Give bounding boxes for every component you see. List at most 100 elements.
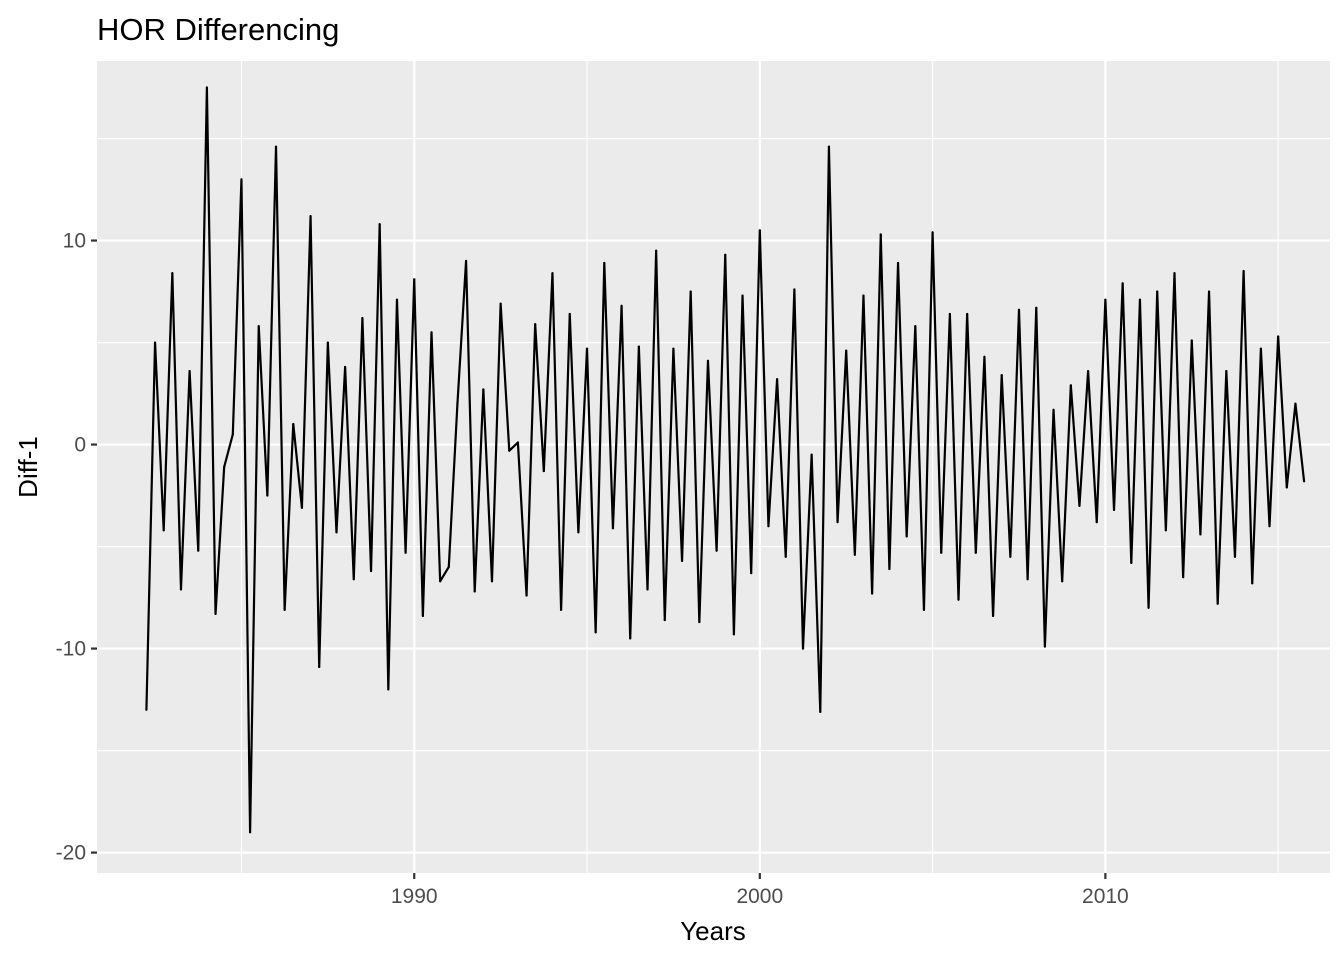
data-point: [871, 592, 874, 595]
data-point: [223, 465, 226, 469]
x-tick-label: 2010: [1082, 885, 1129, 908]
data-point: [724, 253, 727, 256]
data-point: [914, 325, 917, 328]
data-point: [534, 323, 537, 326]
y-axis: -20 -10 0 10: [56, 230, 97, 865]
data-point: [1147, 606, 1150, 609]
data-point: [1061, 580, 1064, 583]
data-point: [560, 608, 563, 611]
data-point: [508, 449, 511, 452]
data-point: [274, 145, 278, 148]
data-point: [1216, 602, 1219, 605]
data-point: [948, 312, 951, 316]
data-point: [1199, 533, 1202, 536]
data-point: [1017, 308, 1021, 311]
data-point: [1052, 408, 1055, 411]
data-point: [672, 347, 675, 350]
data-point: [318, 665, 321, 669]
data-point: [940, 551, 943, 554]
y-tick-label: -10: [56, 638, 86, 661]
data-point: [646, 588, 649, 591]
data-point: [413, 278, 416, 281]
data-point: [698, 620, 701, 624]
data-point: [1000, 374, 1003, 377]
data-point: [1138, 298, 1142, 301]
data-point: [326, 341, 329, 344]
data-point: [162, 529, 165, 532]
data-point: [966, 312, 969, 316]
data-point: [171, 272, 174, 275]
data-point: [637, 345, 640, 348]
data-point: [827, 145, 831, 148]
data-point: [378, 223, 381, 226]
data-point: [1009, 555, 1012, 558]
data-point: [499, 302, 502, 305]
data-point: [1130, 561, 1133, 564]
data-point: [430, 331, 433, 334]
data-point: [188, 370, 191, 373]
data-point: [395, 298, 399, 301]
data-point: [1225, 370, 1228, 373]
data-point: [197, 549, 200, 552]
data-point: [257, 325, 260, 328]
data-point: [663, 618, 666, 622]
data-point: [352, 578, 355, 581]
data-point: [896, 261, 900, 265]
data-point: [205, 86, 208, 89]
data-point: [594, 631, 597, 634]
data-point: [793, 288, 796, 291]
data-point: [361, 316, 364, 320]
data-point: [732, 633, 735, 636]
data-point: [1121, 282, 1124, 285]
data-point: [490, 580, 494, 583]
data-point: [1035, 306, 1038, 309]
series-points: [145, 86, 1306, 834]
data-point: [1190, 339, 1193, 342]
data-point: [758, 229, 761, 232]
data-point: [845, 349, 848, 352]
data-point: [439, 580, 442, 583]
data-point: [344, 365, 347, 369]
data-point: [974, 551, 977, 554]
data-point: [1173, 272, 1176, 275]
data-point: [179, 588, 183, 591]
y-tick-label: 0: [74, 434, 86, 457]
data-point: [922, 608, 926, 611]
data-point: [629, 637, 632, 640]
data-point: [421, 614, 424, 618]
data-point: [836, 520, 839, 524]
data-point: [525, 594, 528, 597]
data-point: [300, 506, 304, 509]
data-point: [879, 233, 882, 236]
data-point: [577, 531, 580, 534]
data-point: [810, 453, 813, 456]
data-point: [1182, 576, 1185, 579]
major-gridlines: [97, 61, 1330, 873]
data-point: [464, 259, 468, 263]
data-point: [957, 598, 960, 601]
data-point: [335, 531, 338, 534]
data-point: [551, 272, 554, 275]
chart-title: HOR Differencing: [97, 12, 339, 47]
data-point: [905, 535, 908, 538]
data-point: [801, 647, 805, 650]
data-point: [1095, 520, 1098, 524]
data-point: [585, 347, 589, 350]
data-point: [214, 612, 217, 615]
data-point: [862, 294, 865, 297]
data-point: [1242, 270, 1245, 273]
data-point: [775, 378, 779, 381]
data-point: [767, 525, 770, 528]
data-point: [482, 388, 485, 391]
data-point: [1069, 384, 1072, 387]
data-point: [1268, 525, 1271, 528]
data-point: [655, 249, 658, 252]
data-point: [784, 555, 787, 558]
data-point: [750, 571, 753, 575]
data-point: [1233, 555, 1237, 558]
data-point: [1285, 486, 1288, 489]
data-point: [1259, 347, 1262, 350]
data-point: [603, 261, 606, 265]
data-point: [516, 441, 520, 444]
data-point: [1294, 402, 1297, 405]
